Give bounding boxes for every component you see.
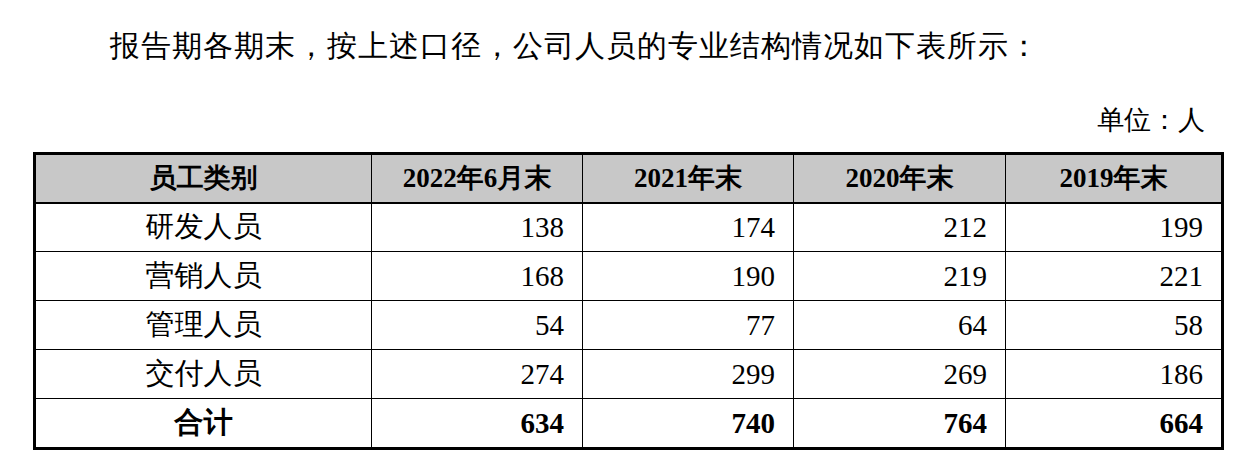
staff-structure-table: 员工类别 2022年6月末 2021年末 2020年末 2019年末 研发人员 … [33,152,1224,450]
table-row: 管理人员 54 77 64 58 [35,301,1223,350]
row-value: 186 [1006,350,1223,399]
total-row-category: 合计 [35,399,372,449]
total-row-value: 664 [1006,399,1223,449]
row-value: 269 [794,350,1006,399]
column-header-category: 员工类别 [35,154,372,203]
row-value: 274 [372,350,583,399]
table-header-row: 员工类别 2022年6月末 2021年末 2020年末 2019年末 [35,154,1223,203]
row-value: 221 [1006,252,1223,301]
table-total-row: 合计 634 740 764 664 [35,399,1223,449]
intro-paragraph: 报告期各期末，按上述口径，公司人员的专业结构情况如下表所示： [110,26,1040,67]
column-header-2019: 2019年末 [1006,154,1223,203]
row-value: 58 [1006,301,1223,350]
unit-label: 单位：人 [1097,102,1205,138]
table-row: 研发人员 138 174 212 199 [35,203,1223,252]
total-row-value: 764 [794,399,1006,449]
row-category: 交付人员 [35,350,372,399]
column-header-2021: 2021年末 [583,154,794,203]
row-category: 研发人员 [35,203,372,252]
row-value: 168 [372,252,583,301]
row-value: 77 [583,301,794,350]
row-value: 64 [794,301,1006,350]
column-header-2022h1: 2022年6月末 [372,154,583,203]
row-category: 管理人员 [35,301,372,350]
row-value: 174 [583,203,794,252]
table-row: 交付人员 274 299 269 186 [35,350,1223,399]
row-value: 138 [372,203,583,252]
row-category: 营销人员 [35,252,372,301]
row-value: 299 [583,350,794,399]
row-value: 54 [372,301,583,350]
row-value: 199 [1006,203,1223,252]
row-value: 190 [583,252,794,301]
total-row-value: 740 [583,399,794,449]
table-row: 营销人员 168 190 219 221 [35,252,1223,301]
row-value: 219 [794,252,1006,301]
column-header-2020: 2020年末 [794,154,1006,203]
total-row-value: 634 [372,399,583,449]
row-value: 212 [794,203,1006,252]
